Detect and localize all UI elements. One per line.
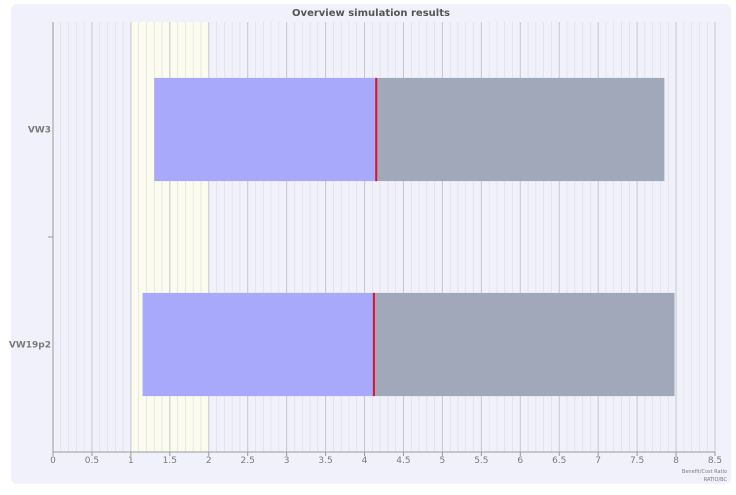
x-tick-label: 7	[595, 456, 601, 466]
x-tick-label: 5	[440, 456, 446, 466]
chart-background	[11, 4, 731, 484]
y-tick-label: VW19p2	[9, 341, 51, 351]
x-tick-label: 1.5	[163, 456, 177, 466]
y-tick-label: VW3	[28, 126, 51, 136]
bar-low-range	[142, 292, 374, 397]
x-tick-label: 0	[50, 456, 56, 466]
x-tick-label: 2.5	[241, 456, 255, 466]
bar-low-range	[154, 77, 377, 182]
x-tick-label: 0.5	[85, 456, 99, 466]
x-tick-label: 6.5	[552, 456, 566, 466]
x-axis-sublabel: RATIO/BC	[704, 477, 728, 483]
x-tick-label: 6	[517, 456, 523, 466]
x-axis-label: Benefit/Cost Ratio	[682, 469, 727, 475]
bar-high-range	[376, 77, 665, 182]
x-tick-label: 5.5	[474, 456, 488, 466]
x-tick-label: 1	[128, 456, 134, 466]
bar-high-range	[373, 292, 675, 397]
x-tick-label: 7.5	[630, 456, 644, 466]
x-tick-label: 8	[673, 456, 679, 466]
chart-title: Overview simulation results	[292, 8, 450, 19]
x-tick-label: 4.5	[396, 456, 410, 466]
x-tick-label: 4	[362, 456, 368, 466]
x-tick-label: 8.5	[708, 456, 722, 466]
x-tick-label: 3	[284, 456, 290, 466]
x-tick-label: 2	[206, 456, 212, 466]
x-tick-label: 3.5	[318, 456, 332, 466]
